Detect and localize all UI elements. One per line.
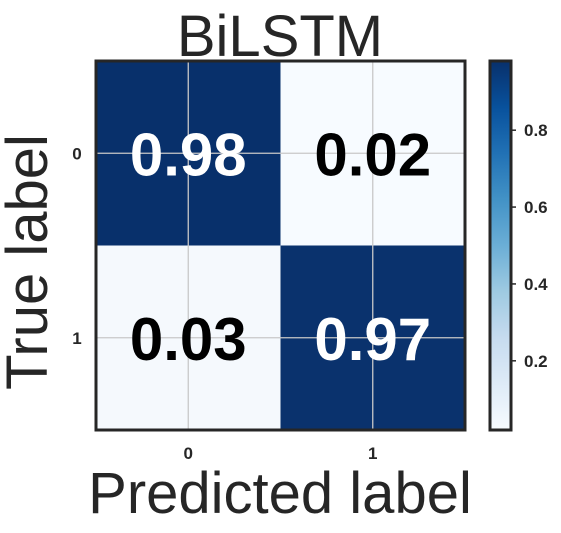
x-tick-label: 0 [184,444,193,463]
cell-value-label: 0.97 [314,306,431,373]
colorbar-tick-label: 0.2 [524,352,548,371]
x-tick-label: 1 [368,444,377,463]
y-ticks: 01 [72,144,81,348]
colorbar-tick-label: 0.8 [524,121,548,140]
y-tick-label: 0 [72,144,81,163]
colorbar-ticks: 0.2 0.4 0.6 0.8 [511,121,548,371]
cell-labels: 0.98 0.02 0.03 0.97 [130,121,431,373]
colorbar [488,59,513,432]
gridlines [96,61,465,430]
colorbar-tick-label: 0.6 [524,198,548,217]
heatmap-cells [96,61,465,430]
cell-value-label: 0.02 [314,121,431,188]
chart-title: BiLSTM [177,4,383,69]
plot-frame [94,59,467,432]
colorbar-tick-label: 0.4 [524,275,548,294]
y-tick-label: 1 [72,329,81,348]
y-axis-label: True label [0,134,60,390]
cell-value-label: 0.98 [130,121,247,188]
x-axis-label: Predicted label [88,461,472,526]
cell-value-label: 0.03 [130,306,247,373]
